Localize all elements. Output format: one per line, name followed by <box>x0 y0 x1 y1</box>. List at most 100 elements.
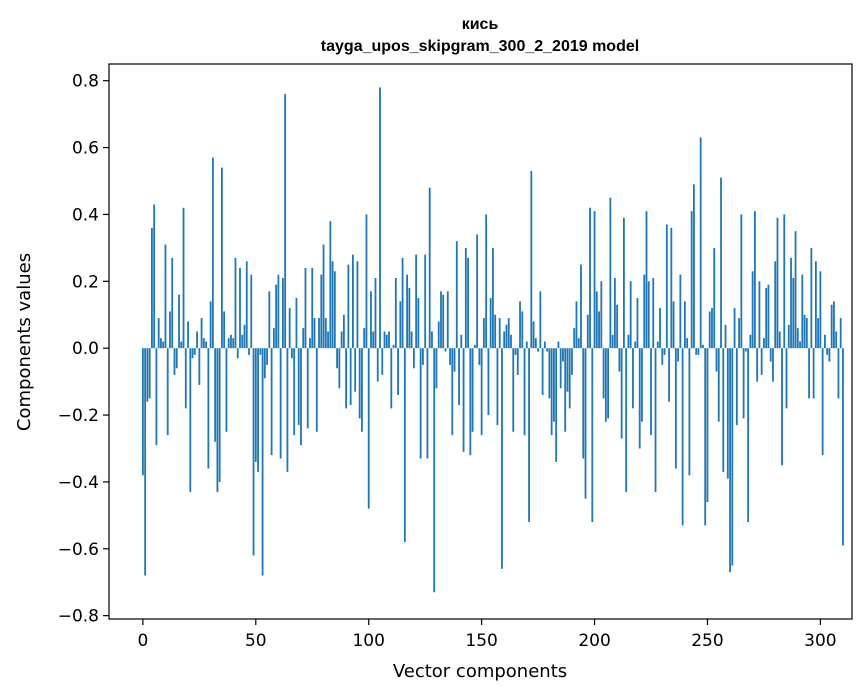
bar <box>272 328 275 349</box>
bar <box>523 348 526 436</box>
bar <box>584 348 587 499</box>
chart-title: кись <box>462 16 499 33</box>
bar <box>173 348 176 375</box>
bar <box>363 328 366 349</box>
bar <box>329 221 332 349</box>
bar <box>469 348 472 456</box>
bar <box>589 207 591 349</box>
bar <box>178 294 180 349</box>
bar <box>688 348 691 476</box>
bar <box>683 301 686 349</box>
bar <box>331 261 334 349</box>
bar <box>627 334 630 349</box>
bar <box>837 348 840 399</box>
y-axis: −0.8 −0.6 −0.4 −0.2 0.0 0.2 0.4 0.6 0.8 <box>58 72 109 627</box>
bar <box>790 257 792 349</box>
bar <box>638 348 641 449</box>
bar <box>374 277 377 349</box>
bar <box>812 348 815 399</box>
bar <box>663 348 666 355</box>
bar <box>686 338 689 349</box>
bar <box>333 271 336 349</box>
bar <box>467 257 469 349</box>
bar <box>814 261 817 349</box>
y-axis-label: Components values <box>14 253 35 431</box>
bar <box>697 348 700 355</box>
plot-frame <box>108 63 853 620</box>
bar <box>532 321 535 349</box>
bar <box>388 331 390 349</box>
bar <box>765 288 768 349</box>
bar <box>248 348 250 355</box>
bar <box>749 334 752 349</box>
bar <box>401 257 404 349</box>
bar <box>507 318 510 349</box>
bar <box>729 348 731 573</box>
bar <box>534 338 537 349</box>
bar <box>665 224 668 349</box>
bar <box>482 318 485 349</box>
bar <box>379 87 381 349</box>
bar <box>772 348 774 382</box>
bar <box>169 311 171 349</box>
bar <box>769 348 772 362</box>
bar <box>562 348 564 362</box>
bar <box>564 348 567 432</box>
bar <box>609 197 612 349</box>
bar <box>313 318 316 349</box>
bar <box>146 348 149 402</box>
bar <box>738 318 740 349</box>
bar <box>514 348 517 355</box>
bar <box>629 281 632 349</box>
bar <box>690 211 693 349</box>
bar <box>645 211 648 349</box>
bar <box>726 348 729 479</box>
y-tick-label: −0.2 <box>58 406 99 426</box>
bar <box>340 331 343 349</box>
bar <box>792 277 795 349</box>
bar <box>157 318 160 349</box>
bar <box>151 227 153 349</box>
bar <box>385 334 388 349</box>
y-tick-label: −0.8 <box>58 607 99 627</box>
bar <box>756 348 759 382</box>
bar <box>767 284 770 349</box>
bar <box>164 244 167 349</box>
bar <box>510 334 512 349</box>
bar <box>742 348 745 419</box>
bar <box>785 348 788 409</box>
x-axis: 0 50 100 150 200 250 300 <box>137 619 837 651</box>
bar <box>541 348 544 395</box>
bar <box>234 257 237 349</box>
bar <box>442 294 445 349</box>
bar <box>431 331 433 349</box>
bar <box>295 298 298 349</box>
bar <box>776 217 779 349</box>
bar <box>406 274 409 349</box>
bar <box>322 244 325 349</box>
x-tick-label: 0 <box>137 631 148 651</box>
bar <box>571 348 573 375</box>
bar <box>568 348 571 409</box>
bar <box>223 311 226 349</box>
bar <box>263 348 266 379</box>
bar <box>661 348 664 365</box>
bar <box>632 348 634 409</box>
bar <box>819 271 822 349</box>
bar <box>677 348 680 362</box>
bar <box>525 341 528 349</box>
bar <box>293 348 296 436</box>
bar <box>336 348 338 369</box>
bar <box>342 314 345 349</box>
bar <box>821 348 824 456</box>
bar <box>232 338 235 349</box>
bar <box>552 348 555 422</box>
bar <box>327 331 329 349</box>
bar <box>358 348 361 419</box>
bar <box>392 344 395 349</box>
bar <box>196 331 198 349</box>
bar <box>252 348 255 556</box>
bar <box>593 211 596 349</box>
bar <box>250 274 253 349</box>
bar <box>711 308 713 349</box>
